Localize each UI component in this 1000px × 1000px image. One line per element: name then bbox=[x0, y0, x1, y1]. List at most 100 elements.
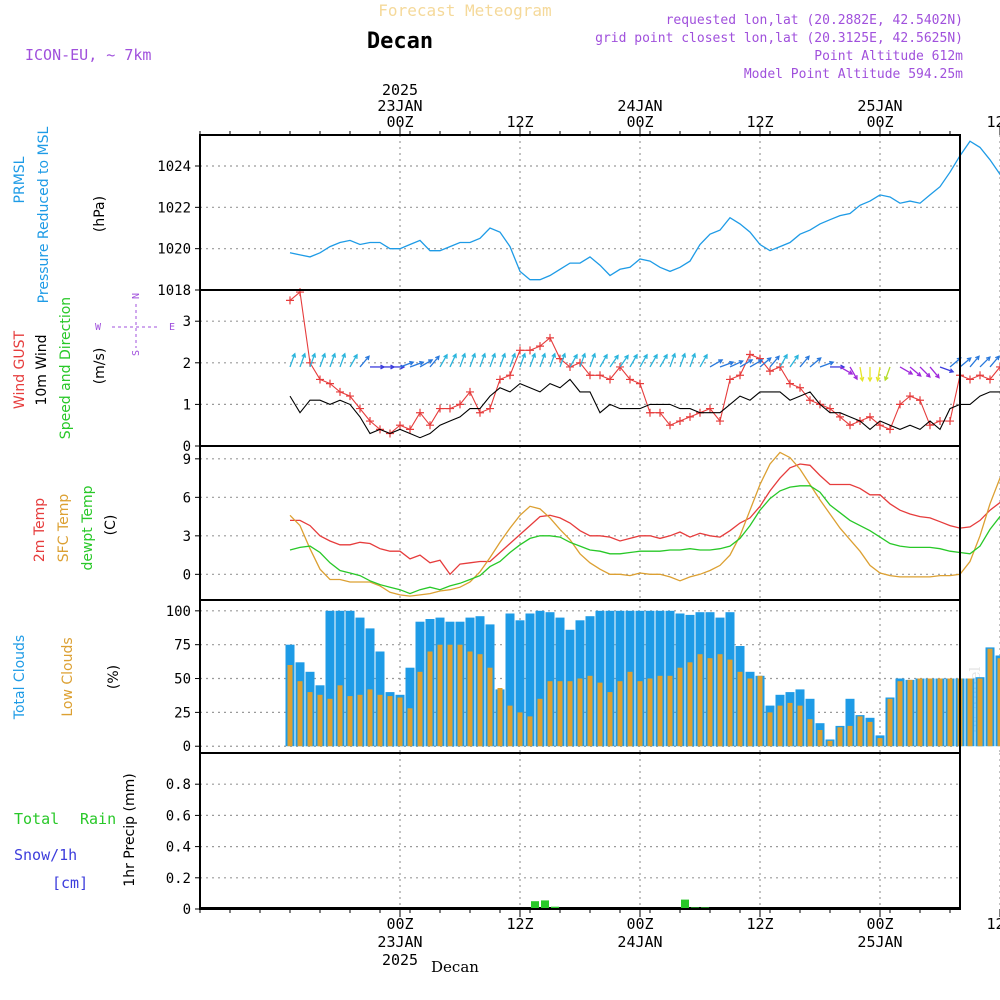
wind-arrow-shaft bbox=[429, 355, 440, 368]
wind-arrow-head bbox=[848, 370, 854, 375]
wind-arrow-head bbox=[301, 352, 307, 358]
gust-marker bbox=[946, 417, 954, 426]
wind-arrow-shaft bbox=[349, 354, 358, 368]
gust-marker bbox=[736, 371, 744, 380]
wind-arrow-head bbox=[481, 352, 487, 358]
wind-arrow-shaft bbox=[489, 353, 496, 368]
wind-arrow-head bbox=[883, 376, 889, 382]
wind-arrow-head bbox=[419, 360, 425, 366]
y-tick-label: 1 bbox=[183, 397, 191, 413]
gust-marker bbox=[656, 408, 664, 417]
wind-arrow bbox=[589, 352, 597, 368]
low-cloud-bar bbox=[937, 678, 943, 747]
wind-arrow bbox=[779, 353, 788, 368]
wind-arrow-head bbox=[875, 376, 881, 383]
low-cloud-bar bbox=[507, 705, 513, 747]
wind-arrow-head bbox=[975, 355, 980, 361]
low-cloud-bar bbox=[787, 702, 793, 747]
wind-arrow-head bbox=[471, 352, 477, 358]
wind-arrow bbox=[699, 353, 708, 368]
wind-arrow-head bbox=[805, 355, 810, 361]
wind-arrow-shaft bbox=[439, 354, 448, 368]
wind-arrow-shaft bbox=[849, 366, 858, 380]
wind-arrow bbox=[609, 354, 619, 368]
gust-marker bbox=[906, 392, 914, 401]
wind-arrow-head bbox=[681, 352, 687, 358]
wind-arrow-shaft bbox=[569, 354, 578, 368]
wind-arrow-head bbox=[867, 377, 873, 383]
low-cloud-bar bbox=[947, 678, 953, 747]
top-time-label: 25JAN bbox=[857, 97, 902, 115]
gust-marker bbox=[426, 421, 434, 430]
total-cloud-bar bbox=[845, 698, 855, 747]
gust-marker bbox=[996, 362, 1000, 371]
wind-arrow-head bbox=[311, 352, 317, 358]
wind-arrow-head bbox=[511, 352, 517, 358]
wind-arrow bbox=[639, 353, 648, 368]
requested-coords: requested lon,lat (20.2882E, 42.5402N) bbox=[666, 13, 963, 28]
gust-marker bbox=[326, 379, 334, 388]
wind-arrow-head bbox=[985, 356, 991, 362]
bottom-time-label: 23JAN bbox=[377, 933, 422, 951]
wind-arrow-shaft bbox=[529, 353, 536, 368]
wind-arrow-shaft bbox=[884, 366, 891, 381]
y-tick-label: 1024 bbox=[157, 159, 191, 175]
wind-arrow bbox=[349, 353, 358, 368]
total-clouds-label: Total Clouds bbox=[12, 635, 28, 720]
wind-arrow-shaft bbox=[979, 356, 991, 368]
wind-arrow bbox=[867, 366, 873, 383]
temp-2m-label: 2m Temp bbox=[32, 498, 48, 562]
supertitle: Forecast Meteogram bbox=[378, 1, 551, 20]
low-cloud-bar bbox=[887, 698, 893, 747]
low-cloud-bar bbox=[847, 725, 853, 747]
gust-marker bbox=[976, 371, 984, 380]
gust-marker bbox=[806, 396, 814, 405]
wind-arrow bbox=[839, 366, 854, 375]
y-tick-label: 100 bbox=[166, 604, 191, 620]
wind-arrow-shaft bbox=[629, 354, 638, 368]
gust-marker bbox=[586, 371, 594, 380]
low-cloud-bar bbox=[737, 671, 743, 747]
gust-marker bbox=[366, 417, 374, 426]
compass-west: W bbox=[95, 322, 102, 333]
low-cloud-bar bbox=[677, 667, 683, 747]
wind-arrow-shaft bbox=[309, 353, 316, 368]
wind-arrow bbox=[929, 366, 940, 379]
wind-arrow-head bbox=[816, 357, 822, 362]
wind-arrow-shaft bbox=[579, 353, 586, 368]
top-time-label: 2025 bbox=[382, 81, 418, 99]
wind-arrow-shaft bbox=[449, 353, 457, 368]
wind-arrow-head bbox=[521, 352, 527, 358]
wind-arrow-head bbox=[671, 352, 677, 358]
wind-arrow-shaft bbox=[859, 366, 864, 381]
wind-arrow-head bbox=[718, 359, 724, 364]
wind-arrow-shaft bbox=[639, 354, 648, 368]
rain-label: Rain bbox=[80, 810, 116, 828]
total-cloud-bar bbox=[615, 610, 625, 747]
wind-arrow-head bbox=[501, 352, 507, 358]
wind-arrow bbox=[299, 352, 307, 368]
wind-arrow bbox=[883, 366, 891, 382]
low-cloud-bar bbox=[837, 727, 843, 747]
y-tick-label: 1022 bbox=[157, 200, 191, 216]
low-cloud-bar bbox=[577, 678, 583, 747]
wind-arrow-head bbox=[491, 352, 497, 358]
wind-arrow bbox=[849, 366, 858, 381]
low-cloud-bar bbox=[337, 685, 343, 747]
wind-arrow-shaft bbox=[339, 353, 346, 368]
gust-marker bbox=[316, 375, 324, 384]
wind-arrow bbox=[919, 366, 931, 378]
wind-arrow-head bbox=[653, 353, 658, 359]
y-tick-label: 75 bbox=[174, 638, 191, 654]
wind-arrow-shaft bbox=[809, 357, 822, 368]
total-cloud-bar bbox=[365, 628, 375, 747]
prmsl-label: PRMSL bbox=[12, 156, 28, 203]
snow-label: Snow/1h bbox=[14, 846, 77, 864]
low-cloud-bar bbox=[727, 659, 733, 747]
wind-arrow-head bbox=[551, 352, 557, 358]
model-label: ICON-EU, ~ 7km bbox=[25, 46, 151, 64]
wind-arrow-head bbox=[775, 355, 780, 361]
wind-arrow-shaft bbox=[289, 353, 296, 368]
gust-marker bbox=[356, 404, 364, 413]
